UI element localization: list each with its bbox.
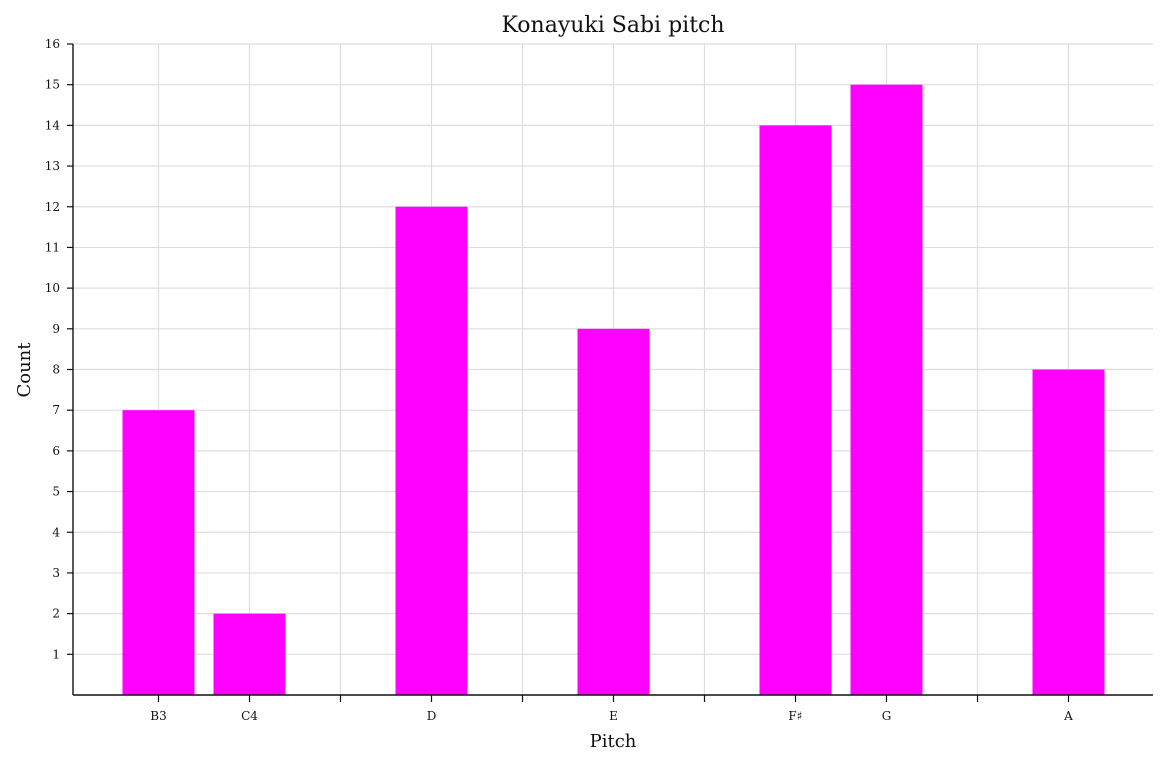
chart-title: Konayuki Sabi pitch [501,13,724,38]
x-tick-label: C4 [241,709,258,723]
y-tick-label: 12 [45,200,60,214]
bar-G [850,84,923,695]
bar-D [395,206,468,695]
x-tick-label: A [1063,709,1073,723]
y-tick-label: 6 [52,444,60,458]
x-tick-label: B3 [150,709,166,723]
y-tick-label: 2 [52,607,60,621]
x-axis-label: Pitch [590,731,637,752]
bar-B3 [122,410,195,695]
x-ticks: B3 C4 D E F♯ G A [150,695,1073,723]
bars [122,84,1105,695]
x-tick-label: F♯ [788,709,802,723]
x-tick-label: D [427,709,437,723]
bar-C4 [213,613,286,695]
y-tick-label: 13 [45,159,60,173]
y-tick-label: 1 [52,647,60,661]
y-tick-label: 7 [52,403,60,417]
y-tick-label: 11 [45,240,60,254]
y-tick-label: 14 [45,118,61,132]
y-axis-label: Count [14,342,35,398]
y-tick-label: 3 [52,566,60,580]
x-tick-label: G [882,709,892,723]
y-tick-label: 9 [52,322,60,336]
x-tick-label: E [609,709,618,723]
bar-A [1032,369,1105,695]
y-tick-label: 16 [45,37,60,51]
bar-F♯ [759,125,832,695]
y-tick-label: 8 [52,363,60,377]
y-tick-label: 5 [52,485,60,499]
y-tick-label: 10 [45,281,60,295]
bar-E [577,328,650,695]
y-tick-label: 15 [45,78,60,92]
y-tick-label: 4 [52,525,60,539]
